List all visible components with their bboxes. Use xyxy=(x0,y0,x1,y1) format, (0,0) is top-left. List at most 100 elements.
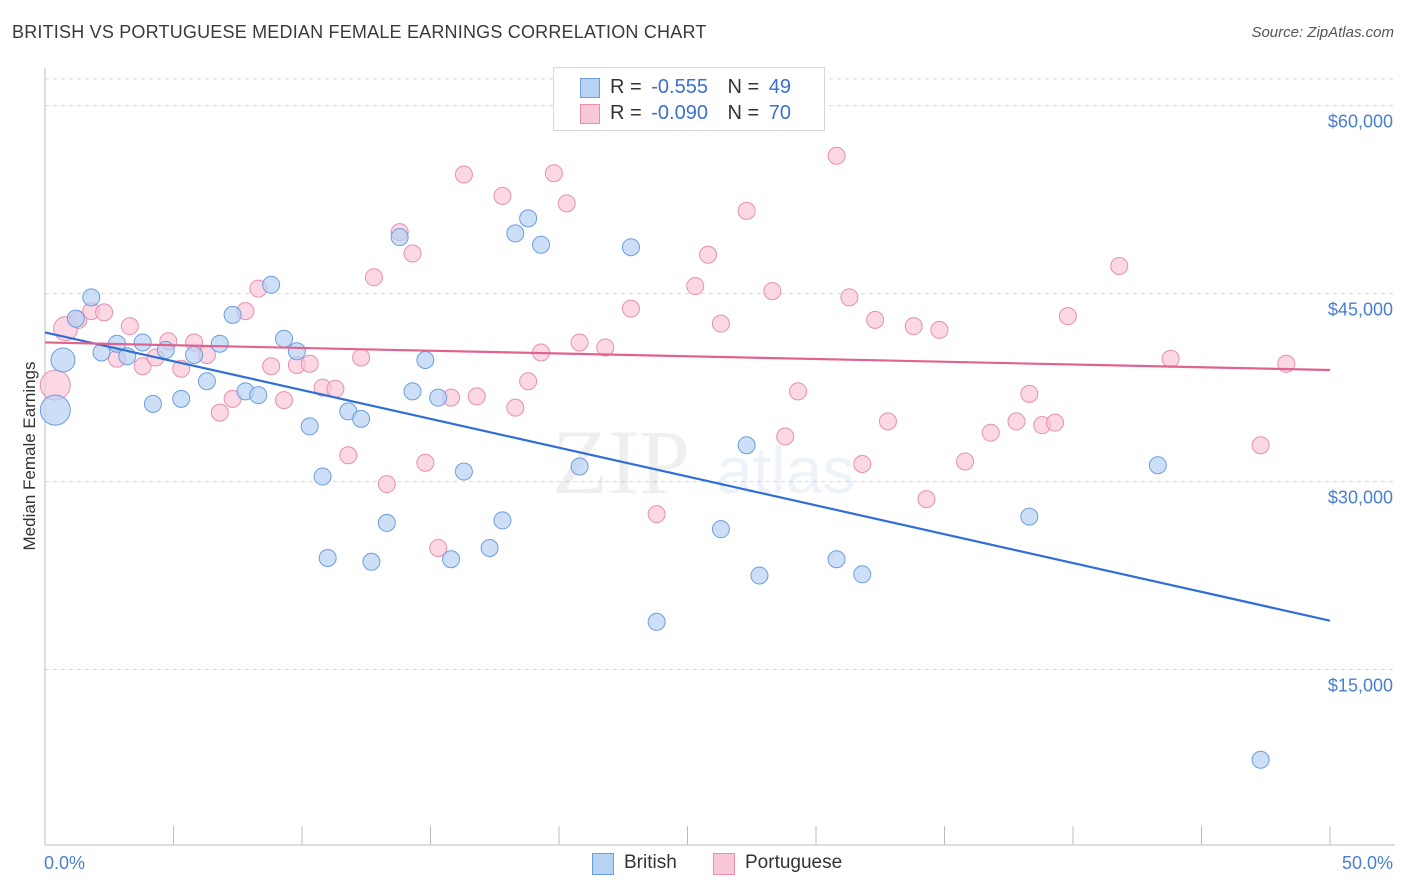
portuguese-point xyxy=(544,164,563,183)
portuguese-point xyxy=(776,427,795,446)
portuguese-point xyxy=(853,455,872,474)
legend-r-value: -0.555 xyxy=(651,76,708,98)
portuguese-point xyxy=(467,387,486,406)
british-point xyxy=(750,566,769,585)
portuguese-point xyxy=(326,379,345,398)
british-legend-label: British xyxy=(624,852,677,873)
legend-n-label: N = xyxy=(727,102,760,124)
portuguese-point xyxy=(686,277,705,296)
watermark: ZIP atlas xyxy=(552,411,855,513)
portuguese-point xyxy=(711,314,730,333)
british-point xyxy=(223,305,242,324)
british-point xyxy=(711,520,730,539)
portuguese-swatch xyxy=(580,104,600,124)
portuguese-point xyxy=(699,245,718,264)
british-point xyxy=(197,372,216,391)
british-point xyxy=(275,329,294,348)
british-point xyxy=(570,457,589,476)
british-point xyxy=(39,394,71,426)
portuguese-point xyxy=(133,357,152,376)
portuguese-point xyxy=(763,282,782,301)
british-swatch xyxy=(580,78,600,98)
british-point xyxy=(66,309,85,328)
legend-n-value: 49 xyxy=(768,76,792,98)
british-points xyxy=(39,209,1270,769)
legend-r-value: -0.090 xyxy=(651,102,708,124)
british-point xyxy=(185,345,204,364)
british-point xyxy=(506,224,525,243)
portuguese-point xyxy=(95,303,114,322)
portuguese-point xyxy=(120,317,139,336)
y-axis-label: Median Female Earnings xyxy=(20,362,39,551)
y-tick-label: $60,000 xyxy=(1328,112,1393,132)
portuguese-point xyxy=(262,357,281,376)
portuguese-point xyxy=(621,299,640,318)
british-point xyxy=(647,612,666,631)
y-tick-label: $45,000 xyxy=(1328,300,1393,320)
portuguese-point xyxy=(210,403,229,422)
portuguese-point xyxy=(866,310,885,329)
portuguese-point xyxy=(429,538,448,557)
portuguese-point xyxy=(275,391,294,410)
british-point xyxy=(133,333,152,352)
portuguese-point xyxy=(1058,307,1077,326)
portuguese-point xyxy=(1161,349,1180,368)
portuguese-point xyxy=(339,446,358,465)
portuguese-legend-label: Portuguese xyxy=(745,852,843,873)
british-point xyxy=(313,467,332,486)
british-point xyxy=(377,513,396,532)
portuguese-point xyxy=(981,423,1000,442)
correlation-legend: R = -0.555 N = 49 R = -0.090 N = 70 xyxy=(553,67,825,131)
portuguese-point xyxy=(352,348,371,367)
british-point xyxy=(300,417,319,436)
british-point xyxy=(442,550,461,569)
british-point xyxy=(403,382,422,401)
british-point xyxy=(532,235,551,254)
british-point xyxy=(318,549,337,568)
british-point xyxy=(262,275,281,294)
british-point xyxy=(352,409,371,428)
y-tick-label: $15,000 xyxy=(1328,676,1393,696)
portuguese-point xyxy=(789,382,808,401)
tick-labels: $15,000 $30,000 $45,000 $60,000 0.0% 50.0% xyxy=(44,112,1393,873)
portuguese-point xyxy=(956,452,975,471)
british-point xyxy=(1148,456,1167,475)
british-point xyxy=(416,351,435,370)
portuguese-point xyxy=(300,354,319,373)
british-point xyxy=(1020,507,1039,526)
portuguese-point xyxy=(647,505,666,524)
british-point xyxy=(143,394,162,413)
portuguese-point xyxy=(364,268,383,287)
portuguese-point xyxy=(917,490,936,509)
british-point xyxy=(50,347,76,373)
british-point xyxy=(362,552,381,571)
british-trend-line xyxy=(44,331,1331,622)
portuguese-point xyxy=(506,398,525,417)
portuguese-point xyxy=(840,288,859,307)
british-point xyxy=(454,462,473,481)
british-point xyxy=(210,334,229,353)
portuguese-point xyxy=(403,244,422,263)
portuguese-point xyxy=(570,333,589,352)
portuguese-point xyxy=(1020,384,1039,403)
chart-title: BRITISH VS PORTUGUESE MEDIAN FEMALE EARN… xyxy=(12,22,707,42)
portuguese-point xyxy=(377,475,396,494)
legend-n-value: 70 xyxy=(768,102,792,124)
portuguese-point xyxy=(904,317,923,336)
british-point xyxy=(249,386,268,405)
portuguese-point xyxy=(519,372,538,391)
portuguese-point xyxy=(878,412,897,431)
british-point xyxy=(621,238,640,257)
portuguese-point xyxy=(1007,412,1026,431)
british-point xyxy=(853,565,872,584)
portuguese-point xyxy=(596,338,615,357)
portuguese-point xyxy=(416,453,435,472)
x-tick-label: 50.0% xyxy=(1342,853,1393,873)
british-point xyxy=(390,228,409,247)
portuguese-point xyxy=(1110,257,1129,276)
legend-r-label: R = xyxy=(610,76,642,98)
trend-lines xyxy=(44,331,1331,622)
british-point xyxy=(480,538,499,557)
portuguese-point xyxy=(827,146,846,165)
portuguese-point xyxy=(1251,436,1270,455)
